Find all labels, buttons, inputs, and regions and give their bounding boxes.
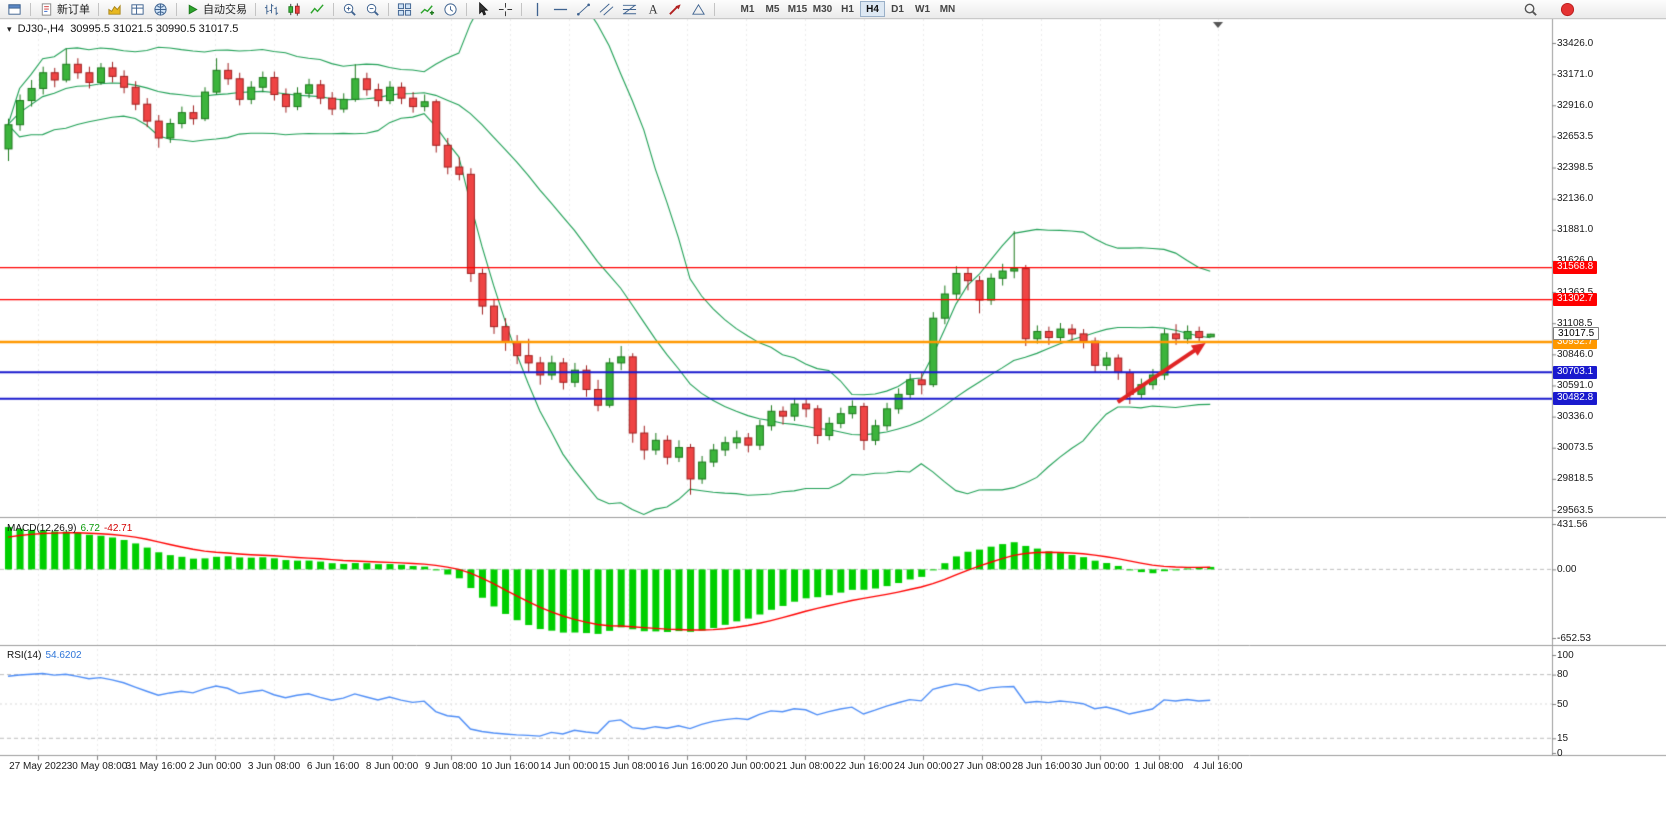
timeframe-m1-button[interactable]: M1	[735, 1, 760, 17]
search-button[interactable]	[1519, 1, 1542, 18]
timeframe-w1-button[interactable]: W1	[910, 1, 935, 17]
line-chart-icon	[310, 3, 324, 14]
toolbar-separator	[714, 2, 715, 16]
window-icon	[8, 3, 21, 15]
line-chart-button[interactable]	[306, 1, 329, 18]
timeframe-toolbar: M1 M5 M15 M30 H1 H4 D1 W1 MN	[735, 1, 960, 17]
macd-name: MACD(12,26,9)	[7, 523, 77, 534]
new-order-icon	[41, 2, 52, 16]
market-watch-icon	[108, 3, 121, 15]
notification-button[interactable]	[1556, 1, 1579, 18]
timeframe-mn-button[interactable]: MN	[935, 1, 960, 17]
rsi-value: 54.6202	[45, 650, 82, 661]
vertical-line-button[interactable]	[526, 1, 549, 18]
arrow-button[interactable]	[664, 1, 687, 18]
autotrading-label: 自动交易	[203, 4, 247, 16]
text-icon: A	[649, 2, 658, 16]
channel-button[interactable]	[595, 1, 618, 18]
cursor-icon	[479, 1, 489, 16]
toolbar-separator	[466, 2, 467, 16]
toolbar-separator	[30, 2, 31, 16]
toolbar-separator	[98, 2, 99, 16]
search-icon	[1524, 3, 1537, 16]
quick-trade-collapse-icon[interactable]: ▾	[7, 24, 12, 34]
timeframe-h1-button[interactable]: H1	[835, 1, 860, 17]
fibonacci-icon	[622, 4, 637, 14]
new-order-button[interactable]: 新订单	[35, 1, 94, 18]
timeframe-h4-button[interactable]: H4	[860, 1, 885, 17]
navigator-button[interactable]	[149, 1, 172, 18]
timeframe-m15-button[interactable]: M15	[785, 1, 810, 17]
macd-main-value: 6.72	[80, 523, 100, 534]
rsi-name: RSI(14)	[7, 650, 42, 661]
tile-windows-button[interactable]	[393, 1, 416, 18]
text-button[interactable]: A	[641, 1, 664, 18]
vertical-line-icon	[536, 2, 539, 16]
svg-text:A: A	[649, 2, 658, 16]
fibonacci-button[interactable]	[618, 1, 641, 18]
trendline-icon	[577, 3, 590, 16]
zoom-out-icon	[366, 3, 379, 16]
indicators-icon	[420, 4, 435, 15]
horizontal-line-button[interactable]	[549, 1, 572, 18]
macd-indicator-label: MACD(12,26,9) 6.72 -42.71	[7, 523, 132, 534]
periods-icon	[444, 2, 457, 16]
cursor-button[interactable]	[471, 1, 494, 18]
crosshair-icon	[498, 2, 513, 16]
toolbar-separator	[333, 2, 334, 16]
toolbar-right-group	[1519, 1, 1579, 18]
trendline-button[interactable]	[572, 1, 595, 18]
tile-windows-icon	[397, 2, 412, 16]
navigator-icon	[154, 2, 167, 16]
arrow-icon	[669, 3, 681, 15]
market-watch-button[interactable]	[103, 1, 126, 18]
timeframe-m5-button[interactable]: M5	[760, 1, 785, 17]
zoom-in-button[interactable]	[338, 1, 361, 18]
toolbar-separator	[521, 2, 522, 16]
bar-chart-icon	[264, 3, 279, 15]
play-icon	[188, 3, 198, 15]
candlestick-chart-button[interactable]	[283, 1, 306, 18]
rsi-indicator-label: RSI(14) 54.6202	[7, 650, 82, 661]
candlestick-chart-icon	[288, 2, 300, 16]
window-button[interactable]	[3, 1, 26, 18]
bar-chart-button[interactable]	[260, 1, 283, 18]
toolbar-separator	[255, 2, 256, 16]
data-window-icon	[131, 3, 144, 15]
data-window-button[interactable]	[126, 1, 149, 18]
crosshair-button[interactable]	[494, 1, 517, 18]
timeframe-d1-button[interactable]: D1	[885, 1, 910, 17]
main-toolbar: 新订单 自动交易 A M1 M5 M15 M30 H1 H4 D1 W1 MN	[0, 0, 1666, 19]
zoom-out-button[interactable]	[361, 1, 384, 18]
ohlc-values: 30995.5 31021.5 30990.5 31017.5	[70, 23, 239, 35]
timeframe-m30-button[interactable]: M30	[810, 1, 835, 17]
shapes-button[interactable]	[687, 1, 710, 18]
periods-button[interactable]	[439, 1, 462, 18]
zoom-in-icon	[343, 3, 356, 16]
shapes-icon	[692, 3, 705, 15]
new-order-label: 新订单	[57, 4, 90, 16]
toolbar-separator	[388, 2, 389, 16]
horizontal-line-icon	[553, 8, 568, 10]
macd-signal-value: -42.71	[103, 523, 133, 534]
symbol-period-label: DJ30-,H4	[17, 23, 65, 35]
indicators-button[interactable]	[416, 1, 439, 18]
autotrading-button[interactable]: 自动交易	[181, 1, 251, 18]
symbol-info-label: ▾ DJ30-,H4 30995.5 31021.5 30990.5 31017…	[7, 23, 238, 35]
channel-icon	[599, 3, 614, 15]
toolbar-separator	[176, 2, 177, 16]
notification-icon	[1560, 2, 1575, 16]
